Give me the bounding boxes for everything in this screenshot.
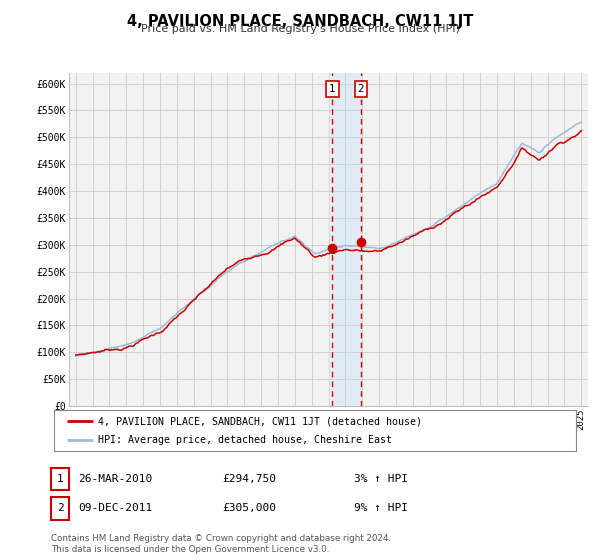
Text: 4, PAVILION PLACE, SANDBACH, CW11 1JT: 4, PAVILION PLACE, SANDBACH, CW11 1JT: [127, 14, 473, 29]
Bar: [332, 73, 361, 406]
Text: 09-DEC-2011: 09-DEC-2011: [78, 503, 152, 514]
Text: 3% ↑ HPI: 3% ↑ HPI: [354, 474, 408, 484]
Text: £305,000: £305,000: [222, 503, 276, 514]
Text: 2: 2: [358, 84, 364, 94]
Text: Contains HM Land Registry data © Crown copyright and database right 2024.: Contains HM Land Registry data © Crown c…: [51, 534, 391, 543]
Text: Price paid vs. HM Land Registry's House Price Index (HPI): Price paid vs. HM Land Registry's House …: [140, 24, 460, 34]
Text: 2: 2: [56, 503, 64, 514]
Text: 4, PAVILION PLACE, SANDBACH, CW11 1JT (detached house): 4, PAVILION PLACE, SANDBACH, CW11 1JT (d…: [98, 417, 422, 426]
Text: 1: 1: [56, 474, 64, 484]
Text: 9% ↑ HPI: 9% ↑ HPI: [354, 503, 408, 514]
Text: HPI: Average price, detached house, Cheshire East: HPI: Average price, detached house, Ches…: [98, 435, 392, 445]
Text: 26-MAR-2010: 26-MAR-2010: [78, 474, 152, 484]
Text: £294,750: £294,750: [222, 474, 276, 484]
Text: 1: 1: [329, 84, 335, 94]
Text: This data is licensed under the Open Government Licence v3.0.: This data is licensed under the Open Gov…: [51, 545, 329, 554]
